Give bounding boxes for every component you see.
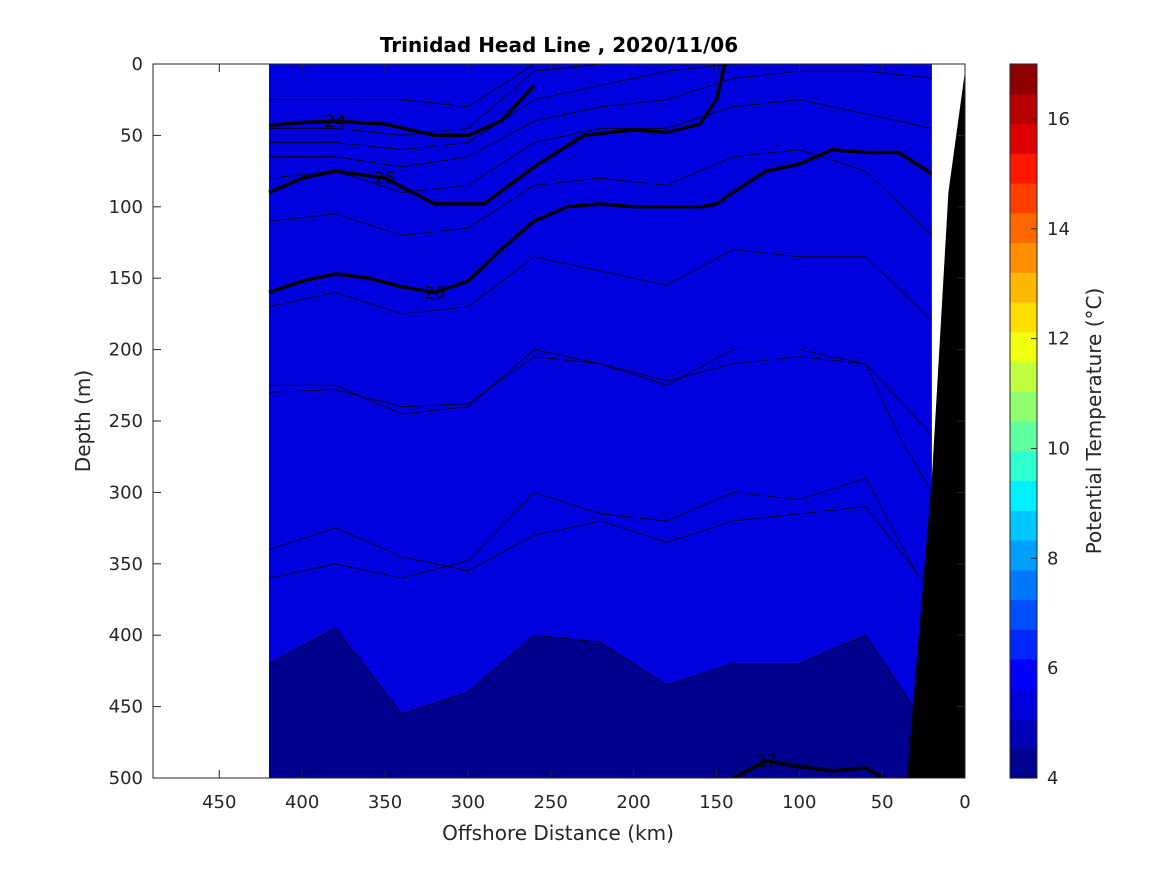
thin-contour-line bbox=[268, 249, 933, 322]
y-tick-label: 350 bbox=[109, 554, 143, 575]
bold-contour-line bbox=[268, 147, 933, 295]
contour-label: 25 bbox=[374, 169, 396, 189]
colorbar-tick-label: 14 bbox=[1047, 219, 1070, 240]
x-tick-label: 150 bbox=[699, 792, 733, 813]
thin-contour-line bbox=[269, 64, 932, 108]
thin-contour-line bbox=[269, 70, 932, 168]
x-tick-label: 50 bbox=[871, 792, 894, 813]
y-tick-label: 500 bbox=[109, 768, 143, 789]
colorbar-swatch bbox=[1010, 688, 1037, 720]
colorbar-swatch bbox=[1010, 272, 1037, 303]
colorbar-swatch bbox=[1010, 93, 1037, 125]
colorbar-swatch bbox=[1010, 242, 1037, 273]
colorbar-swatch bbox=[1010, 421, 1037, 452]
bathymetry-shelf bbox=[907, 71, 965, 778]
bold-contour-line bbox=[268, 84, 536, 138]
x-tick-label: 450 bbox=[202, 792, 236, 813]
bold-contour-line bbox=[732, 759, 884, 778]
x-tick-label: 0 bbox=[959, 792, 970, 813]
y-tick-label: 50 bbox=[120, 125, 143, 146]
colorbar-tick-label: 16 bbox=[1047, 109, 1070, 130]
contour-label: 24 bbox=[324, 112, 346, 132]
y-tick-label: 300 bbox=[109, 482, 143, 503]
colorbar-swatch bbox=[1010, 391, 1037, 422]
y-tick-label: 100 bbox=[109, 197, 143, 218]
colorbar-swatch bbox=[1010, 123, 1037, 154]
colorbar-swatch bbox=[1010, 361, 1037, 392]
contour-labels: 24 25 26 27 bbox=[324, 112, 777, 772]
y-tick-label: 250 bbox=[109, 411, 143, 432]
colorbar-swatch bbox=[1010, 748, 1037, 779]
y-tick-label: 150 bbox=[109, 268, 143, 289]
colorbar-tick-label: 6 bbox=[1047, 658, 1058, 679]
colorbar-swatch bbox=[1010, 183, 1037, 214]
colorbar-swatch bbox=[1010, 450, 1037, 482]
colorbar-swatch bbox=[1010, 331, 1037, 363]
y-tick-label: 200 bbox=[109, 340, 143, 361]
colorbar-swatch bbox=[1010, 153, 1037, 184]
colorbar-swatch bbox=[1010, 659, 1037, 690]
x-axis-label: Offshore Distance (km) bbox=[442, 821, 674, 845]
thin-contour-line bbox=[268, 99, 932, 193]
x-tick-label: 100 bbox=[782, 792, 816, 813]
thin-contour-line bbox=[268, 149, 933, 236]
y-tick-label: 0 bbox=[132, 54, 143, 75]
colorbar-tick-label: 10 bbox=[1047, 438, 1070, 459]
colorbar-frame bbox=[1009, 63, 1038, 779]
thin-contour-line bbox=[269, 64, 932, 136]
colorbar-swatch bbox=[1010, 212, 1037, 244]
thin-contour-line bbox=[268, 627, 933, 736]
colorbar bbox=[1010, 64, 1037, 779]
x-tick-label: 200 bbox=[616, 792, 650, 813]
colorbar-label: Potential Temperature (°C) bbox=[1082, 288, 1106, 555]
colorbar-swatch bbox=[1010, 718, 1037, 749]
x-tick-label: 300 bbox=[451, 792, 485, 813]
colorbar-swatch bbox=[1010, 302, 1037, 333]
colorbar-swatch bbox=[1010, 629, 1037, 660]
y-tick-label: 400 bbox=[109, 625, 143, 646]
bold-contour-line bbox=[268, 64, 727, 206]
contour-label: 26 bbox=[424, 283, 446, 303]
colorbar-swatch bbox=[1010, 480, 1037, 511]
colorbar-swatch bbox=[1010, 540, 1037, 571]
contour-label: 27 bbox=[755, 752, 777, 772]
y-axis: 0 50 100 150 200 250 300 350 400 450 500 bbox=[109, 54, 965, 789]
colorbar-swatch bbox=[1010, 510, 1037, 541]
x-tick-label: 250 bbox=[534, 792, 568, 813]
y-tick-label: 450 bbox=[109, 697, 143, 718]
isopycnal-contours bbox=[268, 64, 965, 778]
y-axis-label: Depth (m) bbox=[71, 370, 95, 472]
colorbar-swatch bbox=[1010, 64, 1037, 95]
thin-contour-line bbox=[268, 506, 933, 593]
thin-contour-line bbox=[268, 356, 933, 493]
x-tick-label: 400 bbox=[285, 792, 319, 813]
thin-contour-line bbox=[269, 64, 932, 151]
chart-title: Trinidad Head Line , 2020/11/06 bbox=[380, 33, 738, 57]
x-tick-label: 350 bbox=[368, 792, 402, 813]
x-axis: 450 400 350 300 250 200 150 100 50 0 bbox=[202, 64, 971, 813]
colorbar-tick-label: 12 bbox=[1047, 329, 1070, 350]
colorbar-tick-label: 4 bbox=[1047, 768, 1058, 789]
thin-contour-line bbox=[268, 477, 916, 579]
colorbar-tick-label: 8 bbox=[1047, 548, 1058, 569]
colorbar-ticks: 4 6 8 10 12 14 16 bbox=[1031, 109, 1070, 789]
colorbar-swatch bbox=[1010, 599, 1037, 630]
colorbar-swatch bbox=[1010, 569, 1037, 601]
